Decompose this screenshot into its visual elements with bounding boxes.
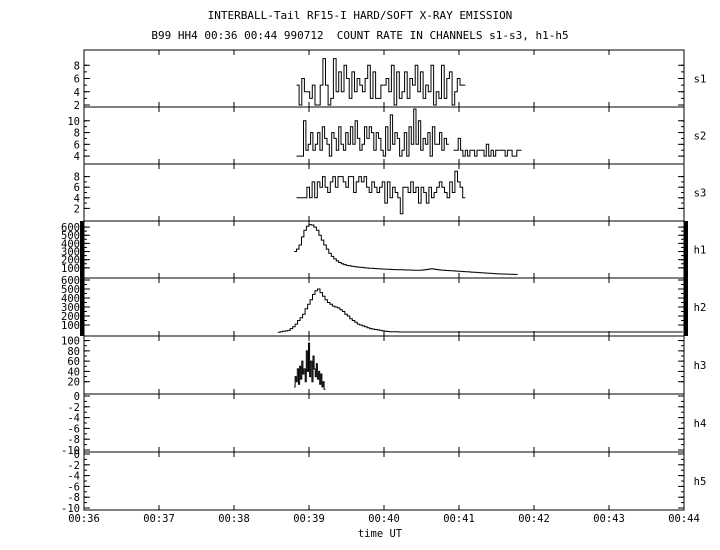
- x-tick-label: 00:38: [218, 513, 250, 525]
- series-line-s2: [296, 108, 522, 157]
- y-tick-label-h4: -10: [61, 445, 80, 457]
- y-tick-label-h3: 20: [67, 377, 80, 389]
- y-tick-label-h5: -10: [61, 503, 80, 515]
- x-tick-label: 00:40: [368, 513, 400, 525]
- x-tick-label: 00:42: [518, 513, 550, 525]
- y-tick-label-h5: -4: [67, 471, 80, 483]
- series-line-h1: [294, 224, 518, 275]
- panel-label-h4: h4: [694, 418, 707, 430]
- panel-frame-h2: [83, 277, 685, 337]
- y-tick-label-s2: 6: [74, 139, 80, 151]
- y-tick-label-h5: -8: [67, 492, 80, 504]
- panel-frame-s3: [83, 163, 685, 222]
- y-tick-label-h2: 600: [61, 275, 80, 287]
- y-tick-label-h1: 600: [61, 222, 80, 234]
- y-tick-label-h4: -8: [67, 434, 80, 446]
- y-tick-label-h5: -2: [67, 460, 80, 472]
- x-tick-label: 00:43: [593, 513, 625, 525]
- x-tick-label: 00:41: [443, 513, 475, 525]
- series-line-h2: [277, 288, 683, 333]
- y-tick-label-h1: 500: [61, 230, 80, 242]
- y-tick-label-s1: 8: [74, 60, 80, 72]
- y-tick-label-h1: 200: [61, 255, 80, 267]
- y-tick-label-h5: 0: [74, 449, 80, 461]
- y-tick-label-h2: 400: [61, 293, 80, 305]
- panel-label-h3: h3: [694, 360, 707, 372]
- edge-bar-right: [684, 221, 688, 278]
- y-tick-label-h1: 300: [61, 247, 80, 259]
- x-axis-label: time UT: [358, 528, 403, 540]
- panel-label-h5: h5: [694, 476, 707, 488]
- y-tick-label-h1: 400: [61, 238, 80, 250]
- y-tick-label-s3: 4: [74, 193, 80, 205]
- y-tick-label-h2: 500: [61, 284, 80, 296]
- x-tick-label: 00:37: [143, 513, 175, 525]
- y-tick-label-s1: 2: [74, 100, 80, 112]
- y-tick-label-s2: 8: [74, 128, 80, 140]
- y-tick-label-s1: 6: [74, 74, 80, 86]
- x-tick-label: 00:44: [668, 513, 700, 525]
- edge-bar-left: [80, 278, 84, 336]
- y-tick-label-s3: 8: [74, 172, 80, 184]
- y-tick-label-h2: 200: [61, 311, 80, 323]
- chart-subtitle: B99 HH4 00:36 00:44 990712 COUNT RATE IN…: [151, 29, 569, 42]
- panel-label-h1: h1: [694, 245, 707, 257]
- y-tick-label-s2: 10: [67, 116, 80, 128]
- panel-label-s1: s1: [694, 74, 707, 86]
- panel-frame-h3: [83, 335, 685, 395]
- y-tick-label-s1: 4: [74, 87, 80, 99]
- y-tick-label-h1: 100: [61, 263, 80, 275]
- y-tick-label-h3: 40: [67, 366, 80, 378]
- series-line-h3: [294, 342, 326, 390]
- y-tick-label-h4: -2: [67, 402, 80, 414]
- x-tick-label: 00:36: [68, 513, 100, 525]
- chart-title: INTERBALL-Tail RF15-I HARD/SOFT X-RAY EM…: [207, 9, 513, 22]
- y-tick-label-h2: 300: [61, 302, 80, 314]
- series-line-s1: [296, 58, 466, 106]
- panel-frame-s1: [83, 49, 685, 108]
- y-tick-label-h2: 100: [61, 320, 80, 332]
- panel-label-s3: s3: [694, 188, 707, 200]
- y-tick-label-h4: -6: [67, 423, 80, 435]
- y-tick-label-h5: -6: [67, 481, 80, 493]
- x-tick-label: 00:39: [293, 513, 325, 525]
- y-tick-label-h4: 0: [74, 391, 80, 403]
- y-tick-label-s2: 4: [74, 151, 80, 163]
- panel-frame-h4: [83, 393, 685, 453]
- y-tick-label-h4: -4: [67, 413, 80, 425]
- series-line-s3: [296, 170, 466, 215]
- y-tick-label-s3: 2: [74, 203, 80, 215]
- panel-label-s2: s2: [694, 131, 707, 143]
- edge-bar-right: [684, 278, 688, 336]
- edge-bar-left: [80, 221, 84, 278]
- y-tick-label-h3: 100: [61, 336, 80, 348]
- panel-label-h2: h2: [694, 302, 707, 314]
- panel-frame-s2: [83, 106, 685, 165]
- y-tick-label-h3: 80: [67, 346, 80, 358]
- y-tick-label-h3: 60: [67, 356, 80, 368]
- y-tick-label-s3: 6: [74, 182, 80, 194]
- panel-frame-h5: [83, 451, 685, 511]
